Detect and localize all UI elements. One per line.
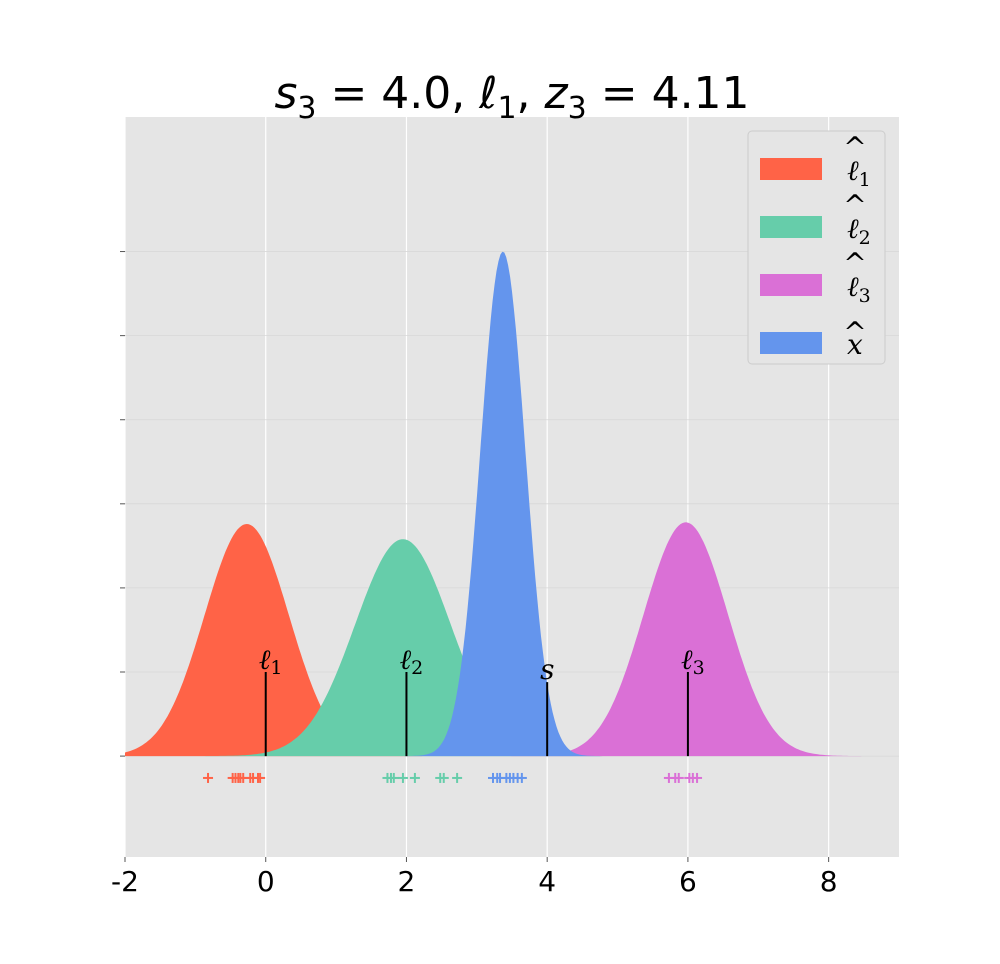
x-tick-label: 4 — [538, 865, 556, 898]
legend-hat: ^ — [843, 247, 866, 280]
sample-marker — [255, 772, 266, 783]
legend: ℓ1^ℓ2^ℓ3^x^ — [747, 130, 886, 365]
legend-box — [747, 130, 886, 365]
legend-hat: ^ — [843, 316, 866, 349]
x-tick-label: 6 — [679, 865, 697, 898]
sample-marker — [438, 772, 449, 783]
marker-label: ℓ2 — [399, 643, 423, 679]
sample-marker — [409, 772, 420, 783]
x-tick-label: -2 — [111, 865, 139, 898]
legend-hat: ^ — [843, 189, 866, 222]
legend-swatch — [760, 216, 822, 238]
sample-marker — [203, 772, 214, 783]
sample-marker — [692, 772, 703, 783]
sample-marker — [516, 772, 527, 783]
density-areas — [125, 251, 899, 757]
sample-marker — [452, 772, 463, 783]
position-markers: ℓ1 ℓ2 s ℓ3 — [259, 643, 705, 757]
density-area — [125, 524, 899, 757]
sample-marker — [673, 772, 684, 783]
legend-label: ℓ3 — [847, 270, 871, 307]
legend-swatch — [760, 158, 822, 180]
legend-swatch — [760, 332, 822, 354]
sample-marker — [388, 772, 399, 783]
legend-swatch — [760, 274, 822, 296]
axis-ticks: -2 0 2 4 6 8 — [111, 251, 838, 898]
marker-label: s — [540, 653, 554, 686]
density-area — [125, 251, 899, 757]
sample-points — [203, 772, 703, 783]
marker-label: ℓ3 — [681, 643, 705, 679]
legend-label: ℓ2 — [847, 212, 871, 249]
x-tick-label: 2 — [398, 865, 416, 898]
marker-label: ℓ1 — [259, 643, 283, 679]
chart-title: s3 = 4.0, ℓ1, z3 = 4.11 — [274, 68, 749, 126]
density-area — [125, 522, 899, 757]
legend-hat: ^ — [843, 131, 866, 164]
x-tick-label: 0 — [257, 865, 275, 898]
legend-label: ℓ1 — [847, 154, 871, 191]
x-tick-label: 8 — [820, 865, 838, 898]
sample-marker — [397, 772, 408, 783]
legend-label: x — [847, 328, 863, 361]
